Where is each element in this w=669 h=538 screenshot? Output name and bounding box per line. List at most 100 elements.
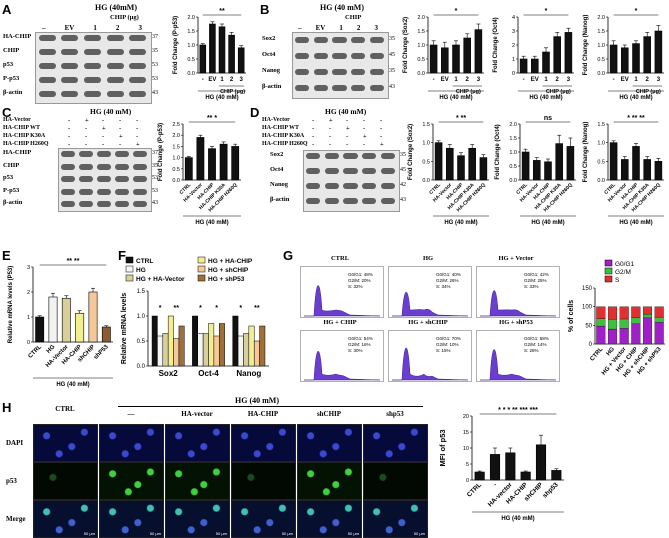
bar	[178, 325, 185, 367]
flow-stat: G2/M: 20%	[348, 278, 371, 283]
scale-bar-label: 50 μm	[215, 531, 227, 536]
flow-peak	[304, 351, 381, 381]
flow-stat: S: 33%	[524, 284, 539, 289]
micrograph	[363, 424, 428, 462]
y-tick-label: 50	[585, 323, 592, 329]
y-tick-label: 1.5	[597, 122, 605, 128]
blot-band	[97, 201, 111, 207]
condition-label: HA-Vector	[3, 117, 31, 123]
y-tick-label: 0	[466, 478, 469, 484]
blot-band	[380, 183, 395, 189]
bar	[259, 325, 266, 367]
lane: 3	[138, 24, 142, 32]
panel-letter-f: F	[118, 248, 126, 263]
panel-a-header: HG (40mM)	[95, 3, 137, 12]
legend-swatch	[604, 275, 613, 283]
panel-b-header: HG (40 mM)	[320, 3, 364, 12]
micrograph	[33, 424, 98, 462]
blot-band	[61, 49, 79, 55]
bar	[219, 143, 228, 181]
y-axis-label: Fold Change (P-p53)	[158, 123, 164, 181]
legend-swatch	[604, 267, 613, 275]
condition-sign: +	[363, 133, 367, 140]
molecular-weight-label: 37	[152, 150, 158, 156]
flow-stat: G0/G1: 48%	[348, 272, 373, 277]
flow-plot-title: HG	[422, 255, 434, 262]
condition-sign: -	[136, 125, 139, 132]
x-tick-label: 1	[220, 77, 224, 83]
blot-band	[351, 85, 366, 91]
flow-stat: G2/M: 26%	[436, 278, 459, 283]
micrograph: 50 μm	[99, 500, 164, 538]
y-tick-label: 3	[512, 29, 515, 35]
bar	[231, 146, 240, 181]
blot-band	[343, 183, 358, 189]
bar	[101, 326, 111, 343]
x-tick-label: -	[613, 77, 615, 83]
legend-swatch	[125, 274, 134, 282]
blot-band	[83, 35, 102, 41]
flow-histogram: G0/G1: 48%G2/M: 20%S: 32%	[300, 266, 384, 318]
bar	[213, 335, 220, 367]
blot-row-label: P-p53	[3, 186, 20, 194]
stacked-bar-segment	[607, 319, 618, 330]
y-tick-label: 1.5	[187, 29, 195, 35]
y-axis-label: Fold Change (Nanog)	[583, 15, 589, 76]
chart-b-oct4: 0 1 2 3 4 Fold Change (Oct4) - EV 1 2 3 * CHIP (μg)H…	[493, 8, 574, 101]
blot-band	[133, 188, 147, 195]
molecular-weight-label: 43	[152, 200, 158, 206]
bar	[237, 335, 244, 367]
condition-label: HA-CHIP H260Q	[262, 141, 308, 147]
condition-sign: -	[346, 117, 349, 124]
blot-band	[324, 168, 339, 174]
blot-row-label: p53	[3, 174, 14, 181]
condition-sign: -	[102, 141, 105, 148]
molecular-weight-label: 35	[389, 68, 395, 74]
flow-stat: G2/M: 14%	[524, 342, 547, 347]
y-axis-label: Fold Change (Sox2)	[403, 17, 409, 73]
blot-band	[106, 35, 124, 41]
micrograph	[33, 462, 98, 500]
micrograph: 50 μm	[165, 500, 230, 538]
molecular-weight-label: 35	[400, 152, 406, 158]
condition-sign: -	[85, 133, 88, 140]
bar	[232, 315, 239, 367]
stacked-bar-segment	[596, 318, 606, 327]
blot-band	[332, 85, 347, 91]
x-footer-label: HG (40 mM)	[56, 382, 89, 388]
chart-a: 0.0 0.5 1.0 1.5 2.0 Fold Change (P-p53) - EV 1 2 3…	[173, 8, 246, 101]
blot-band	[115, 163, 129, 170]
condition-label: HA-CHIP K30A	[262, 133, 305, 139]
blot-band	[61, 77, 79, 83]
x-tick-label: CTRL	[589, 346, 604, 362]
panel-letter-d: D	[250, 105, 260, 120]
x-tick-label: CTRL	[28, 344, 44, 360]
bar	[519, 58, 528, 74]
x-group-label: CHIP (μg)	[456, 89, 481, 95]
y-tick-label: 2.0	[417, 15, 425, 21]
condition-sign: -	[363, 117, 366, 124]
blot-band	[83, 77, 102, 83]
blot-band	[129, 77, 147, 83]
x-group-label: CHIP (μg)	[220, 89, 245, 95]
legend-label: HG + HA-Vector	[136, 276, 185, 283]
stacked-bar-segment	[631, 306, 641, 319]
bar	[632, 146, 640, 181]
blot-band	[38, 91, 56, 97]
blot-band	[306, 168, 321, 174]
stacked-bar-segment	[596, 325, 606, 345]
bar	[474, 29, 483, 74]
blot-band	[343, 198, 358, 204]
x-footer-label: HG (40 mM)	[195, 220, 228, 226]
y-tick-label: 1.5	[137, 289, 146, 295]
blot-band	[343, 168, 358, 174]
stacked-bar-segment	[654, 322, 664, 345]
bar	[564, 32, 573, 74]
bar	[167, 315, 174, 367]
y-tick-label: 0.0	[187, 71, 195, 77]
y-tick-label: 0.0	[172, 178, 180, 184]
blot-band	[332, 69, 347, 75]
blot-band	[129, 63, 147, 69]
